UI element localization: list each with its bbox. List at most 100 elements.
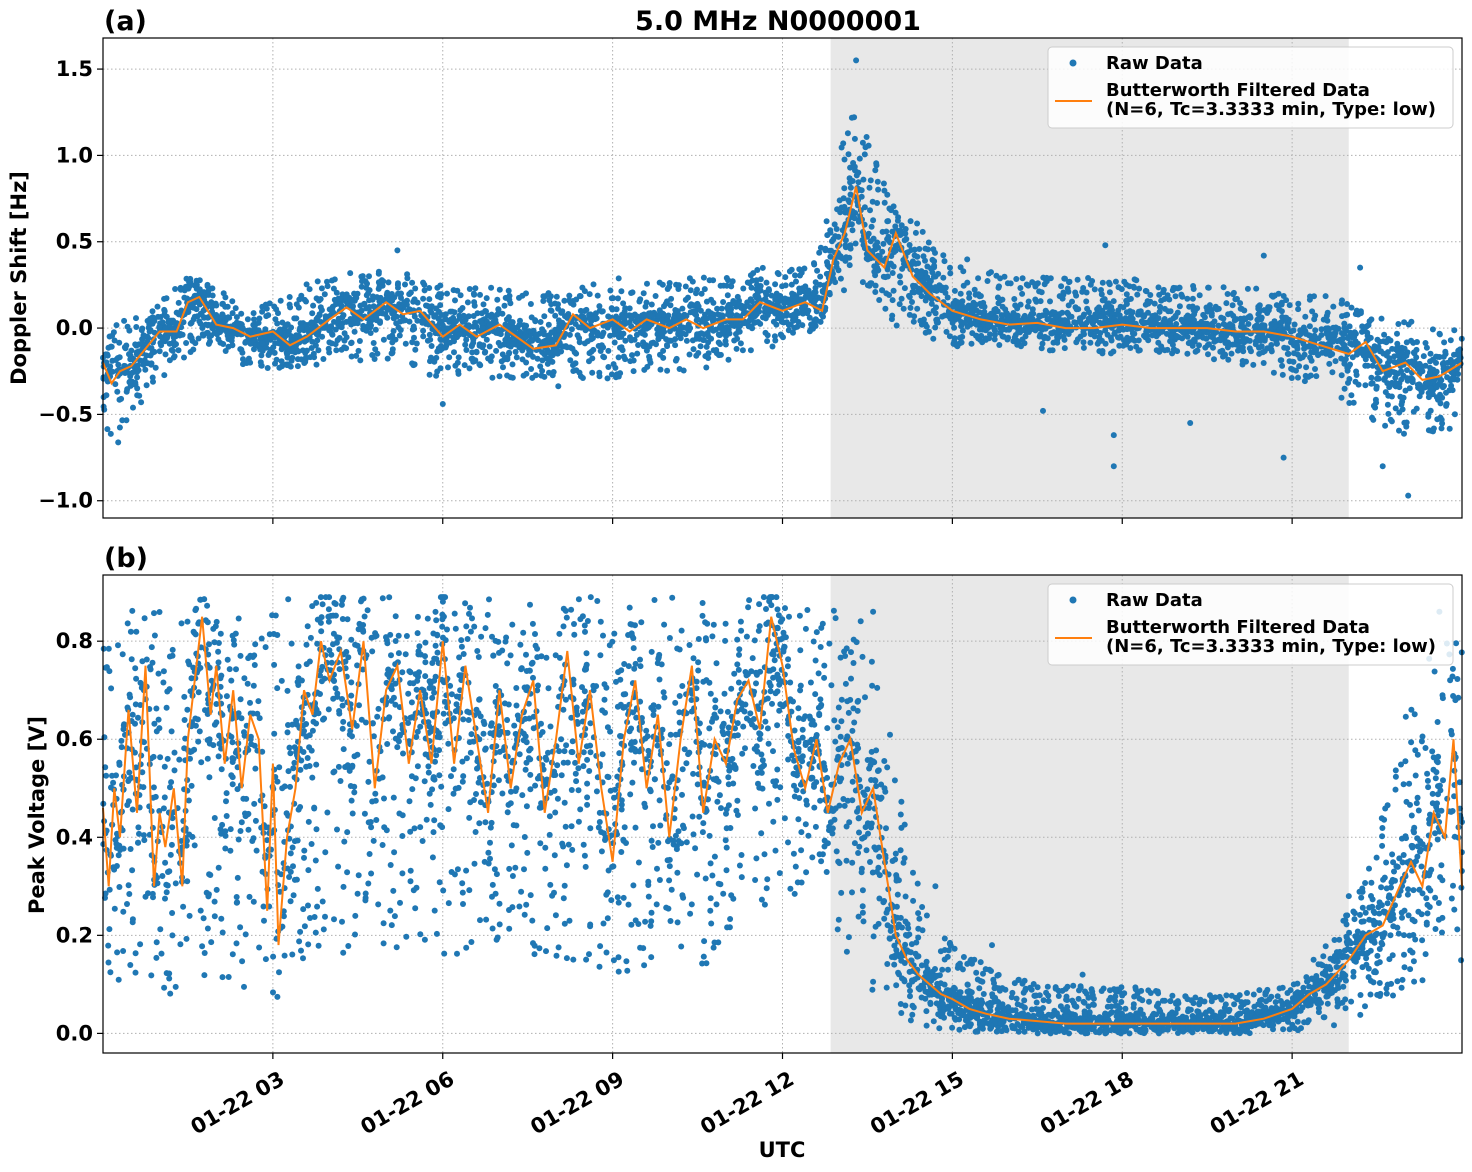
- raw-data-point: [1398, 376, 1405, 383]
- raw-data-point: [898, 295, 905, 302]
- raw-data-point: [1325, 325, 1331, 332]
- raw-data-point: [1232, 296, 1239, 303]
- raw-data-point: [1283, 314, 1290, 321]
- raw-data-point: [295, 348, 302, 355]
- raw-data-point: [842, 680, 849, 687]
- raw-data-point: [972, 301, 979, 308]
- raw-data-point: [486, 321, 493, 328]
- raw-data-point: [532, 631, 538, 637]
- raw-data-point: [645, 893, 652, 900]
- raw-data-point: [992, 314, 999, 321]
- raw-data-point: [837, 209, 844, 216]
- raw-data-point: [477, 917, 483, 924]
- raw-data-point: [1179, 329, 1186, 336]
- raw-data-point: [367, 324, 374, 331]
- raw-data-point: [897, 227, 904, 234]
- raw-data-point: [348, 340, 355, 347]
- raw-data-point: [871, 268, 878, 275]
- raw-data-point: [1351, 333, 1358, 340]
- raw-data-point: [1297, 327, 1304, 334]
- raw-data-point: [326, 349, 333, 356]
- raw-data-point: [143, 352, 150, 359]
- raw-data-point: [1061, 275, 1068, 282]
- raw-data-point: [666, 337, 673, 344]
- raw-data-point: [141, 333, 148, 340]
- raw-data-point: [831, 221, 838, 228]
- raw-data-point: [1313, 373, 1320, 380]
- raw-data-point: [806, 314, 813, 321]
- raw-data-point: [539, 367, 546, 374]
- raw-data-point: [1180, 319, 1187, 325]
- raw-data-point: [203, 330, 210, 336]
- raw-data-point: [1014, 305, 1021, 312]
- raw-data-point: [172, 320, 179, 327]
- y-tick-label: 0.5: [56, 230, 93, 254]
- raw-data-point: [598, 342, 605, 349]
- raw-data-point: [449, 308, 456, 315]
- raw-data-point: [715, 339, 722, 346]
- raw-data-point: [1151, 300, 1158, 307]
- raw-data-point: [1402, 713, 1409, 720]
- raw-data-point: [1203, 335, 1210, 342]
- raw-data-point: [1195, 330, 1202, 337]
- raw-data-point: [868, 223, 875, 230]
- raw-data-point: [1338, 355, 1345, 362]
- raw-data-point: [504, 372, 511, 379]
- raw-data-point: [991, 331, 998, 338]
- raw-data-point: [1324, 317, 1331, 324]
- raw-data-point: [303, 298, 309, 305]
- raw-data-point: [607, 287, 614, 294]
- raw-data-point: [211, 815, 218, 821]
- raw-data-point: [723, 275, 730, 281]
- raw-data-point: [676, 366, 683, 372]
- raw-data-point: [530, 353, 536, 360]
- raw-data-point: [1131, 276, 1138, 283]
- raw-data-point: [886, 205, 893, 212]
- raw-data-point: [162, 895, 168, 902]
- raw-data-point: [961, 319, 968, 326]
- raw-data-point: [788, 281, 795, 288]
- raw-data-point: [1102, 340, 1109, 347]
- raw-data-point: [630, 357, 637, 364]
- raw-data-point: [1108, 337, 1115, 344]
- raw-data-point: [999, 303, 1006, 310]
- raw-data-point: [762, 289, 769, 296]
- raw-data-point: [1191, 336, 1197, 343]
- raw-data-point: [798, 269, 805, 276]
- raw-data-point: [458, 637, 465, 644]
- raw-data-point: [869, 986, 876, 993]
- raw-data-point: [409, 279, 416, 286]
- raw-data-point: [410, 362, 417, 369]
- raw-data-point: [1106, 281, 1113, 288]
- raw-data-point: [1194, 347, 1201, 354]
- raw-data-point: [1277, 357, 1284, 364]
- raw-data-point: [997, 325, 1004, 332]
- raw-data-point: [556, 327, 563, 333]
- raw-data-point: [162, 351, 169, 358]
- raw-data-point: [1037, 331, 1044, 338]
- raw-data-point: [434, 649, 441, 656]
- raw-data-point: [793, 278, 799, 285]
- raw-data-point: [1231, 317, 1238, 324]
- raw-data-point: [693, 352, 700, 359]
- raw-data-point: [410, 323, 417, 330]
- raw-data-point: [1022, 333, 1029, 340]
- raw-data-point: [805, 287, 812, 294]
- raw-data-point: [363, 305, 370, 312]
- raw-data-point: [177, 941, 184, 948]
- raw-data-point: [1341, 385, 1348, 392]
- raw-data-point: [1273, 340, 1280, 347]
- raw-data-point: [293, 332, 300, 339]
- raw-data-point: [697, 343, 704, 350]
- raw-data-point: [192, 340, 199, 347]
- raw-data-point: [331, 276, 338, 283]
- raw-data-point: [446, 354, 453, 361]
- raw-data-point: [1449, 374, 1456, 381]
- raw-data-point: [473, 791, 479, 797]
- raw-data-point: [847, 245, 854, 252]
- raw-data-point: [1099, 279, 1106, 286]
- raw-data-point: [448, 773, 454, 780]
- raw-data-point: [545, 321, 552, 328]
- raw-data-point: [1260, 360, 1267, 366]
- raw-data-point: [105, 959, 112, 966]
